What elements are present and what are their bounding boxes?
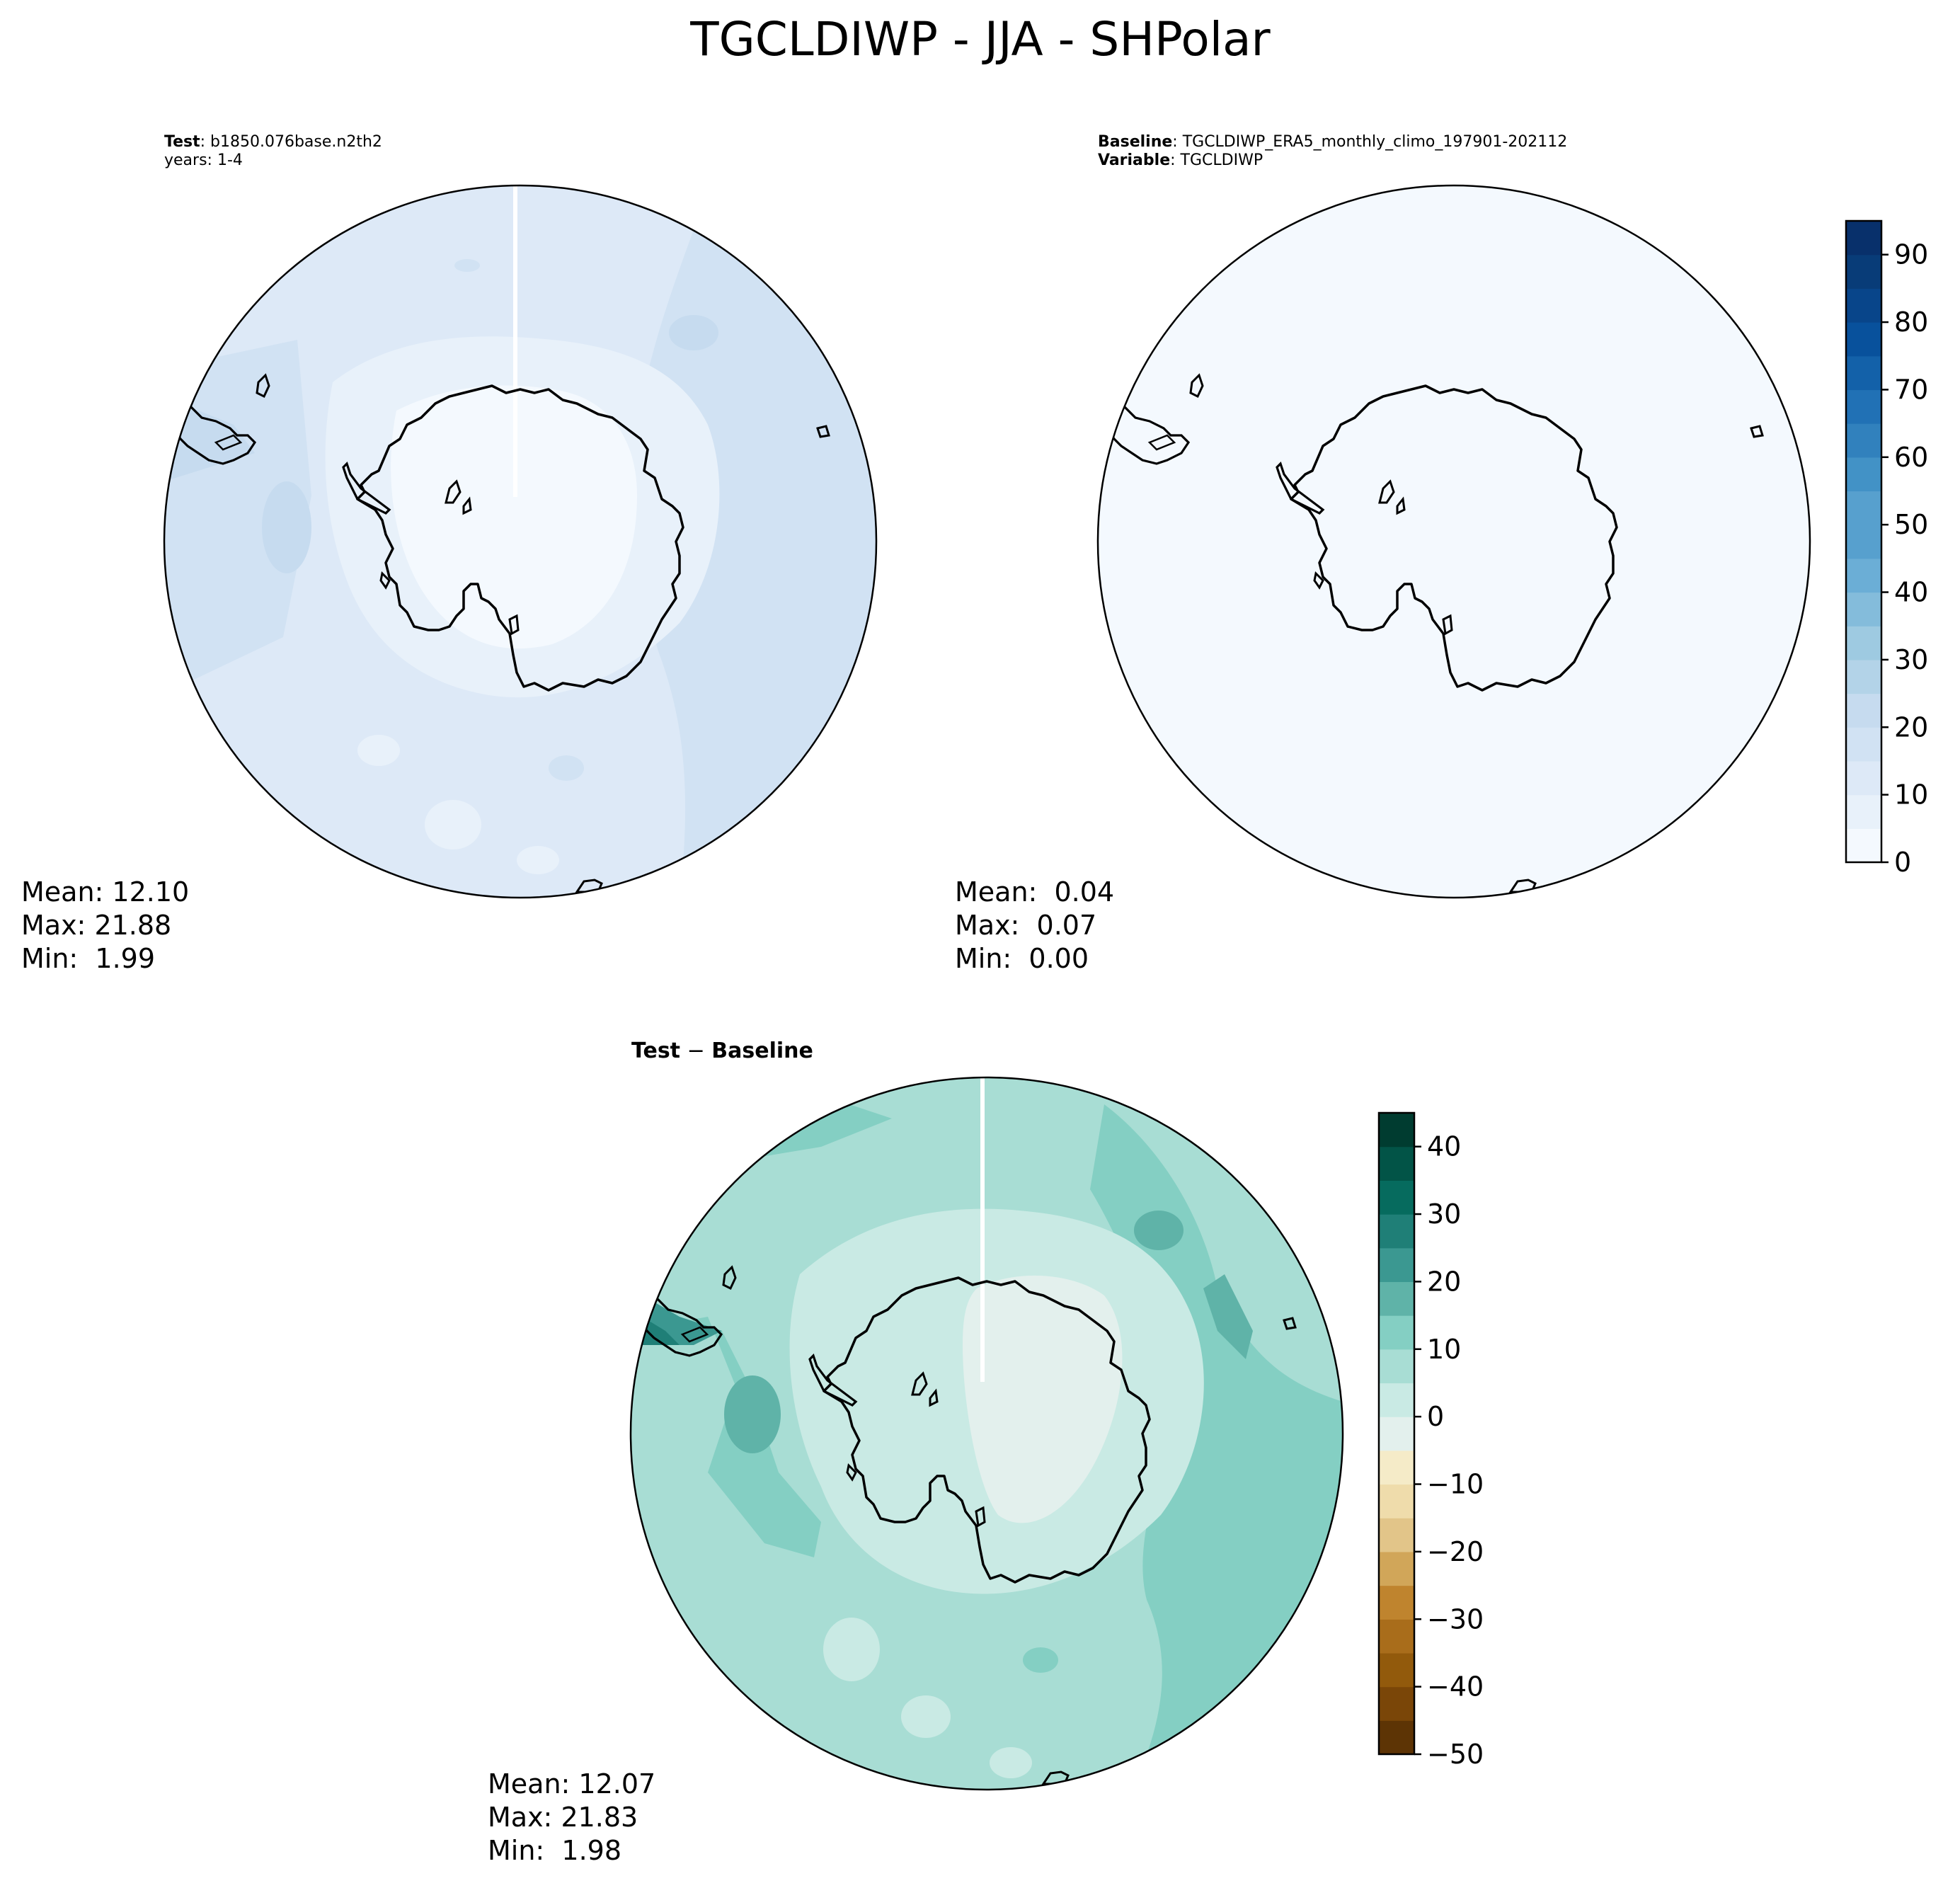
- panel-test-max: Max: 21.88: [21, 910, 171, 941]
- colorbar-swatch: [1379, 1518, 1414, 1552]
- panel-difference-mean: Mean: 12.07: [488, 1768, 655, 1800]
- colorbar-swatch: [1846, 558, 1881, 593]
- colorbar-tick-label: −30: [1427, 1603, 1484, 1635]
- colorbar-swatch: [1379, 1180, 1414, 1215]
- panel-test-title-line-2: years: 1-4: [164, 151, 243, 169]
- colorbar-tick-label: −50: [1427, 1739, 1484, 1770]
- panel-test-title-text: : b1850.076base.n2th2: [200, 133, 382, 151]
- colorbar-swatch: [1379, 1383, 1414, 1417]
- colorbar-tick-label: 80: [1894, 307, 1928, 338]
- colorbar-tick-label: −20: [1427, 1536, 1484, 1567]
- colorbar-swatch: [1379, 1281, 1414, 1316]
- colorbar-swatch: [1846, 592, 1881, 627]
- colorbar-swatch: [1379, 1551, 1414, 1586]
- colorbar-swatch: [1846, 659, 1881, 694]
- colorbar-swatch: [1379, 1619, 1414, 1654]
- panel-baseline-title-line-1: Baseline: TGCLDIWP_ERA5_monthly_climo_19…: [1098, 133, 1567, 151]
- colorbar-tick-label: 70: [1894, 374, 1928, 405]
- panel-baseline-max: Max: 0.07: [955, 910, 1096, 941]
- colorbar-tick-label: 40: [1894, 577, 1928, 608]
- colorbar-swatch: [1846, 423, 1881, 458]
- colorbar-swatch: [1379, 1450, 1414, 1485]
- panel-difference-title-minus: −: [680, 1039, 711, 1063]
- panel-baseline: Baseline: TGCLDIWP_ERA5_monthly_climo_19…: [955, 133, 1811, 974]
- colorbar-tick-label: 50: [1894, 509, 1928, 540]
- panel-baseline-title-text-1: : TGCLDIWP_ERA5_monthly_climo_197901-202…: [1172, 133, 1567, 151]
- colorbar-swatch: [1846, 457, 1881, 492]
- colorbar-swatch: [1379, 1686, 1414, 1721]
- colorbar-swatch: [1379, 1247, 1414, 1283]
- panel-difference-max: Max: 21.83: [488, 1802, 638, 1833]
- colorbar-tick-label: 60: [1894, 442, 1928, 473]
- colorbar-tick-label: 10: [1427, 1334, 1461, 1365]
- colorbar-swatch: [1846, 491, 1881, 525]
- panel-test-title-bold: Test: [164, 133, 200, 151]
- colorbar-swatch: [1846, 288, 1881, 323]
- colorbar-tick-label: 10: [1894, 779, 1928, 811]
- colorbar-swatch: [1379, 1214, 1414, 1249]
- panel-difference: Test − Baseline Mean: 12.07: [488, 1039, 1344, 1866]
- panel-test-mean: Mean: 12.10: [21, 876, 189, 908]
- colorbar-swatch: [1379, 1349, 1414, 1384]
- panel-baseline-title-text-2: : TGCLDIWP: [1170, 151, 1263, 169]
- panel-difference-title: Test − Baseline: [631, 1039, 813, 1063]
- colorbar-tick-label: 90: [1894, 239, 1928, 270]
- colorbar-swatch: [1846, 355, 1881, 391]
- colorbar-swatch: [1846, 525, 1881, 559]
- colorbar-swatch: [1846, 322, 1881, 357]
- colorbar-swatch: [1379, 1652, 1414, 1688]
- colorbar-swatch: [1379, 1417, 1414, 1451]
- colorbar-swatch: [1379, 1146, 1414, 1181]
- panel-test-map: [164, 185, 876, 898]
- colorbar-tick-label: 0: [1427, 1401, 1444, 1432]
- panel-difference-min: Min: 1.98: [488, 1835, 621, 1866]
- colorbar-tick-label: −40: [1427, 1671, 1484, 1703]
- colorbar-swatch: [1846, 693, 1881, 728]
- panel-difference-title-test: Test: [631, 1039, 680, 1063]
- colorbar-frame: [1845, 219, 1883, 864]
- colorbar-tick-label: 40: [1427, 1131, 1461, 1162]
- colorbar-tick-label: −10: [1427, 1469, 1484, 1500]
- panel-baseline-mean: Mean: 0.04: [955, 876, 1114, 908]
- panel-baseline-min: Min: 0.00: [955, 943, 1089, 974]
- panel-test-title-line-1: Test: b1850.076base.n2th2: [164, 133, 382, 151]
- colorbar-swatch: [1846, 794, 1881, 829]
- panel-baseline-title-bold-2: Variable: [1098, 151, 1170, 169]
- panel-difference-map: [631, 1077, 1343, 1790]
- colorbar-tick-label: 0: [1894, 847, 1911, 878]
- colorbar-difference: −50 −40 −30 −20 −10 0 10 20 30 40: [1377, 1111, 1484, 1770]
- colorbar-swatch: [1846, 254, 1881, 289]
- colorbar-swatch: [1846, 760, 1881, 796]
- panel-baseline-map: [1098, 185, 1810, 898]
- colorbar-frame: [1377, 1111, 1416, 1756]
- colorbar-swatch: [1846, 389, 1881, 424]
- colorbar-absolute: 0 10 20 30 40 50 60 70 80 90: [1845, 219, 1928, 878]
- colorbar-swatch: [1846, 626, 1881, 660]
- colorbar-tick-label: 30: [1894, 644, 1928, 675]
- panel-test: Test: b1850.076base.n2th2 years: 1-4 Mea: [21, 133, 878, 974]
- panel-test-min: Min: 1.99: [21, 943, 155, 974]
- colorbar-swatch: [1846, 727, 1881, 762]
- panel-baseline-title-bold-1: Baseline: [1098, 133, 1172, 151]
- colorbar-tick-label: 20: [1894, 711, 1928, 743]
- colorbar-swatch: [1379, 1113, 1414, 1148]
- colorbar-swatch: [1846, 828, 1881, 863]
- colorbar-swatch: [1379, 1585, 1414, 1620]
- colorbar-swatch: [1846, 221, 1881, 256]
- figure-title: TGCLDIWP - JJA - SHPolar: [689, 12, 1271, 67]
- panel-difference-title-baseline: Baseline: [711, 1039, 813, 1063]
- colorbar-swatch: [1379, 1484, 1414, 1518]
- colorbar-tick-label: 20: [1427, 1266, 1461, 1297]
- colorbar-swatch: [1379, 1315, 1414, 1350]
- colorbar-tick-label: 30: [1427, 1198, 1461, 1230]
- panel-baseline-title-line-2: Variable: TGCLDIWP: [1098, 151, 1263, 169]
- colorbar-swatch: [1379, 1720, 1414, 1755]
